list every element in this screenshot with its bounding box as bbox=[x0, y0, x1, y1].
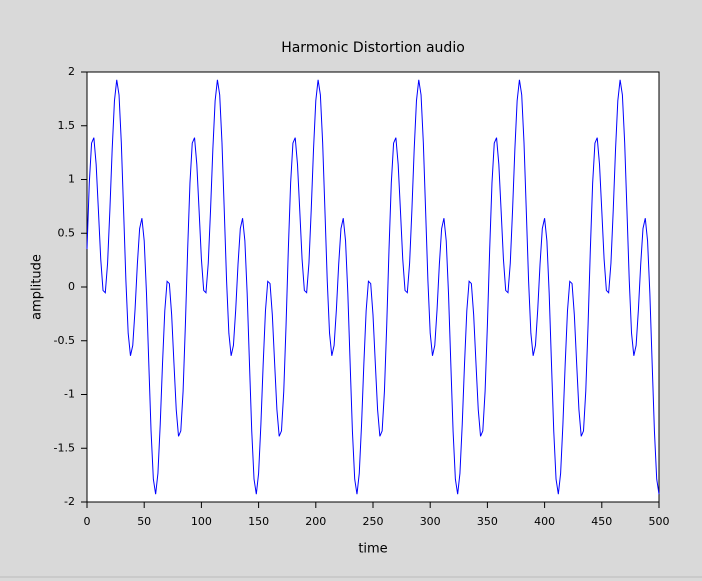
x-axis-label: time bbox=[358, 542, 387, 557]
y-axis-label: amplitude bbox=[30, 254, 45, 320]
y-tick-label: -2 bbox=[64, 495, 75, 508]
line-series bbox=[86, 79, 660, 495]
x-tick-label: 200 bbox=[305, 515, 326, 528]
x-tick-label: 150 bbox=[248, 515, 269, 528]
y-tick-label: 0.5 bbox=[58, 226, 76, 239]
x-tick-label: 100 bbox=[191, 515, 212, 528]
y-tick-label: 1 bbox=[68, 173, 75, 186]
y-tick-label: -1.5 bbox=[54, 441, 75, 454]
x-tick-label: 300 bbox=[420, 515, 441, 528]
y-tick-label: 1.5 bbox=[58, 119, 76, 132]
x-tick-label: 0 bbox=[84, 515, 91, 528]
y-tick-label: -1 bbox=[64, 388, 75, 401]
y-tick-label: 2 bbox=[68, 65, 75, 78]
x-tick-label: 450 bbox=[591, 515, 612, 528]
x-tick-label: 400 bbox=[534, 515, 555, 528]
chart-title: Harmonic Distortion audio bbox=[281, 40, 465, 56]
y-tick-label: 0 bbox=[68, 280, 75, 293]
plot-area bbox=[86, 71, 660, 503]
x-tick-label: 350 bbox=[477, 515, 498, 528]
x-tick-label: 250 bbox=[363, 515, 384, 528]
x-tick-label: 50 bbox=[137, 515, 151, 528]
y-tick-label: -0.5 bbox=[54, 334, 75, 347]
x-tick-label: 500 bbox=[649, 515, 670, 528]
